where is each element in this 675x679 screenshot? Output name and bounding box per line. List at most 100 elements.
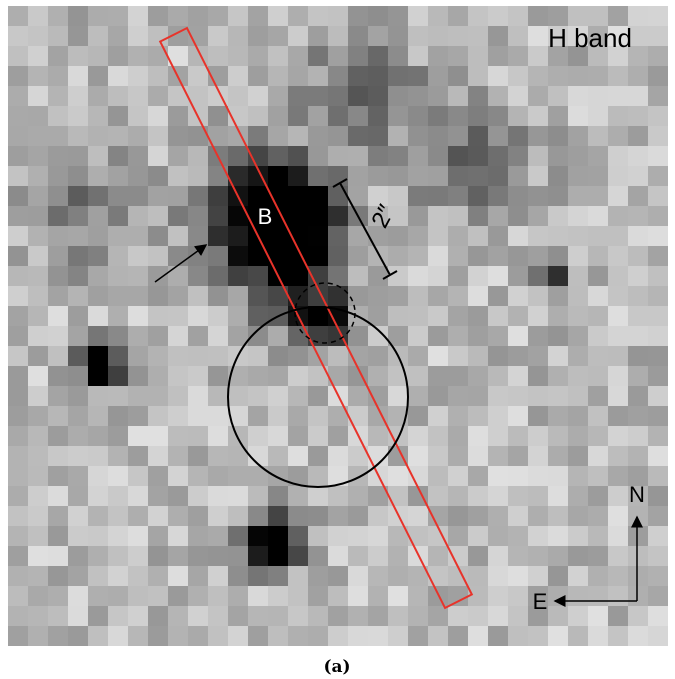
pixel [8,466,29,487]
pixel [148,66,169,87]
pixel [508,606,529,627]
pixel [48,366,69,387]
pixel [228,26,249,47]
pixel [208,6,229,27]
pixel [548,266,569,287]
pixel [568,246,589,267]
pixel [428,206,449,227]
pixel [308,626,329,646]
pixel [308,466,329,487]
pixel [628,326,649,347]
pixel [108,146,129,167]
pixel [308,26,329,47]
pixel [648,126,668,147]
pixel [568,486,589,507]
pixel [8,386,29,407]
pixel [88,86,109,107]
pixel [28,6,49,27]
pixel [8,346,29,367]
pixel [68,186,89,207]
pixel [308,426,329,447]
pixel [308,46,329,67]
pixel [108,366,129,387]
pixel [168,226,189,247]
pixel [428,106,449,127]
pixel [468,526,489,547]
pixel [608,486,629,507]
pixel [288,206,309,227]
pixel [48,526,69,547]
pixel [348,366,369,387]
pixel [108,566,129,587]
pixel [388,546,409,567]
pixel [28,406,49,427]
pixel [208,466,229,487]
pixel [8,546,29,567]
pixel [648,606,668,627]
pixel [488,626,509,646]
pixel [228,226,249,247]
pixel [328,546,349,567]
pixel [468,206,489,227]
pixel [388,586,409,607]
pixel [208,226,229,247]
pixel [228,426,249,447]
pixel [588,346,609,367]
pixel [528,426,549,447]
pixel [168,6,189,27]
pixel [148,606,169,627]
slit [158,26,474,610]
pixel [448,46,469,67]
pixel [248,626,269,646]
pixel [88,426,109,447]
pixel [468,246,489,267]
pixel [368,626,389,646]
pixel [68,66,89,87]
pixel [588,246,609,267]
pixel [408,66,429,87]
pixel [28,626,49,646]
pixel [348,86,369,107]
pixel [508,426,529,447]
pixel [548,606,569,627]
pixel [548,126,569,147]
pixel [128,146,149,167]
pixel [448,466,469,487]
pixel [28,366,49,387]
pixel [408,46,429,67]
pixel [328,446,349,467]
pixel [68,546,89,567]
pixel [208,206,229,227]
pixel [228,246,249,267]
pixel [568,526,589,547]
pixel [388,86,409,107]
pixel [88,346,109,367]
pixel [548,386,569,407]
pixel [88,466,109,487]
pixel [8,226,29,247]
pixel [568,166,589,187]
pixel [308,266,329,287]
scale-cap [332,178,348,188]
pixel [468,586,489,607]
pixel [388,6,409,27]
pixel [208,566,229,587]
pixel [28,306,49,327]
pixel [548,46,569,67]
pixel [528,526,549,547]
pixel [208,526,229,547]
pixel [308,446,329,467]
pixel [408,326,429,347]
pixel [288,226,309,247]
pixel [648,586,668,607]
pixel [568,206,589,227]
pixel [248,566,269,587]
pixel [608,626,629,646]
pixel [28,106,49,127]
pixel [468,286,489,307]
pixel [608,546,629,567]
pixel [508,546,529,567]
pixel [488,106,509,127]
pixel [268,606,289,627]
pixel [8,566,29,587]
